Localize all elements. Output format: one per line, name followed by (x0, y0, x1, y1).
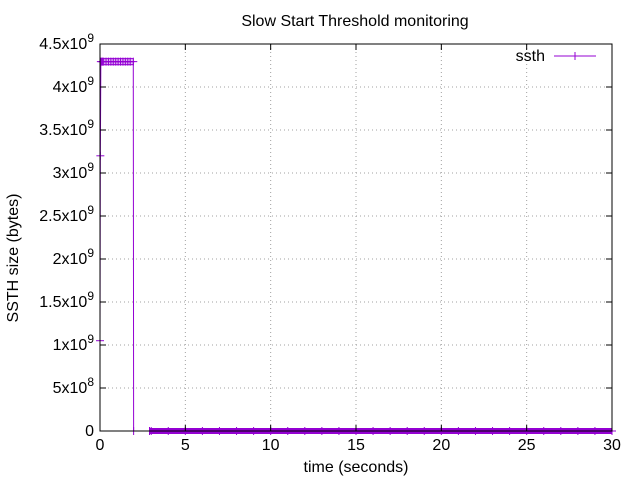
y-tick-label: 3.5x109 (39, 117, 94, 139)
tick-marks (99, 43, 613, 432)
x-tick-label: 10 (262, 437, 280, 454)
y-tick-label: 1x109 (53, 332, 95, 354)
y-tick-labels: 0 5x108 1x109 1.5x109 2x109 2.5x109 3x109 3.5x1… (39, 31, 94, 440)
x-axis-label: time (seconds) (304, 459, 409, 476)
x-tick-label: 25 (518, 437, 536, 454)
y-tick-label: 5x108 (53, 375, 95, 397)
x-tick-labels: 0 5 10 15 20 25 30 (96, 437, 621, 454)
x-tick-label: 20 (432, 437, 450, 454)
y-axis-label: SSTH size (bytes) (5, 194, 22, 323)
chart-title: Slow Start Threshold monitoring (241, 13, 468, 30)
x-tick-label: 15 (347, 437, 365, 454)
y-tick-label: 2.5x109 (39, 203, 94, 225)
y-tick-label: 2x109 (53, 246, 95, 268)
legend-label-ssth: ssth (516, 48, 545, 65)
grid (100, 44, 612, 431)
x-tick-label: 30 (603, 437, 621, 454)
x-tick-label: 0 (96, 437, 105, 454)
legend-plus-marker (571, 52, 579, 60)
y-tick-label: 4.5x109 (39, 31, 94, 53)
legend-marker-ssth (571, 52, 579, 60)
legend: ssth (516, 48, 596, 65)
y-tick-label: 3x109 (53, 160, 95, 182)
y-tick-label: 0 (85, 423, 94, 440)
series-plateau-markers-ssth (100, 58, 134, 66)
y-tick-label: 4x109 (53, 74, 95, 96)
y-tick-label: 1.5x109 (39, 289, 94, 311)
x-tick-label: 5 (181, 437, 190, 454)
